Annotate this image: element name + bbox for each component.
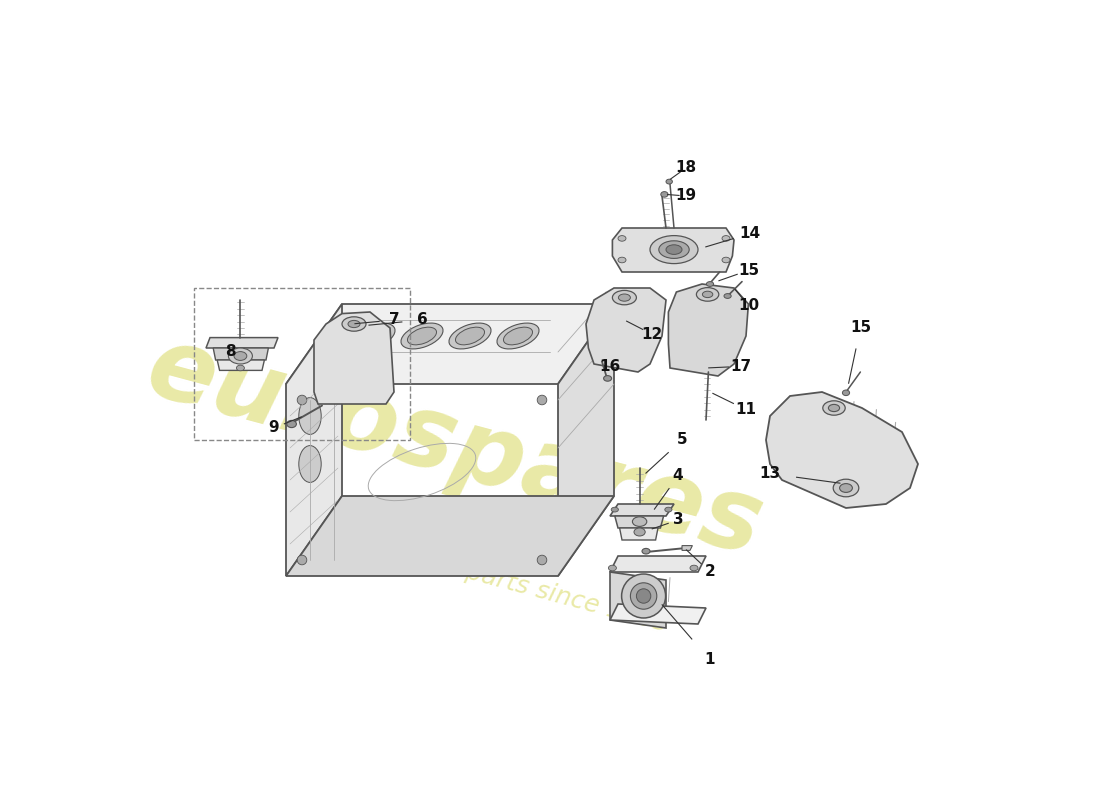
Polygon shape <box>610 556 706 572</box>
Ellipse shape <box>722 236 730 242</box>
Polygon shape <box>610 504 674 516</box>
Text: 2: 2 <box>705 565 715 579</box>
Polygon shape <box>286 496 614 576</box>
Ellipse shape <box>823 401 845 415</box>
Polygon shape <box>586 288 666 372</box>
Ellipse shape <box>666 179 672 184</box>
Ellipse shape <box>353 323 395 349</box>
Ellipse shape <box>621 574 665 618</box>
Text: 13: 13 <box>759 466 781 481</box>
Text: 11: 11 <box>736 402 757 417</box>
Ellipse shape <box>342 317 366 331</box>
Ellipse shape <box>642 549 650 554</box>
Text: 19: 19 <box>675 189 696 203</box>
Ellipse shape <box>724 294 732 298</box>
Text: eurospares: eurospares <box>136 319 772 577</box>
Text: 14: 14 <box>739 226 760 241</box>
Polygon shape <box>669 284 748 376</box>
Polygon shape <box>682 546 692 550</box>
Text: 10: 10 <box>738 298 759 313</box>
Text: 4: 4 <box>673 469 683 483</box>
Ellipse shape <box>504 327 532 345</box>
Ellipse shape <box>839 483 853 492</box>
Ellipse shape <box>229 348 252 364</box>
Ellipse shape <box>297 555 307 565</box>
Text: 6: 6 <box>417 313 428 327</box>
Ellipse shape <box>618 294 630 302</box>
Ellipse shape <box>630 582 657 610</box>
Polygon shape <box>217 360 264 370</box>
Ellipse shape <box>666 245 682 254</box>
Text: 16: 16 <box>600 359 620 374</box>
Text: 9: 9 <box>268 421 279 435</box>
Ellipse shape <box>637 589 651 603</box>
Ellipse shape <box>664 507 672 512</box>
Polygon shape <box>213 348 268 360</box>
Polygon shape <box>766 392 918 508</box>
Polygon shape <box>610 604 706 624</box>
Polygon shape <box>314 312 394 404</box>
Ellipse shape <box>706 282 714 286</box>
Ellipse shape <box>299 446 321 482</box>
Ellipse shape <box>634 528 646 536</box>
Polygon shape <box>615 516 663 528</box>
Text: 12: 12 <box>641 327 663 342</box>
Ellipse shape <box>703 291 713 298</box>
Ellipse shape <box>833 479 859 497</box>
Ellipse shape <box>287 421 296 427</box>
Polygon shape <box>558 304 614 576</box>
Text: 15: 15 <box>850 321 871 335</box>
Ellipse shape <box>449 323 491 349</box>
Ellipse shape <box>696 287 718 301</box>
Polygon shape <box>613 228 734 272</box>
Ellipse shape <box>407 327 437 345</box>
Text: 8: 8 <box>224 345 235 359</box>
Ellipse shape <box>659 241 690 258</box>
Text: 17: 17 <box>729 359 751 374</box>
Ellipse shape <box>618 236 626 242</box>
Ellipse shape <box>828 404 839 411</box>
Polygon shape <box>286 304 614 384</box>
Ellipse shape <box>650 235 699 264</box>
Ellipse shape <box>661 191 668 197</box>
Polygon shape <box>206 338 278 348</box>
Text: 1: 1 <box>705 653 715 667</box>
Ellipse shape <box>843 390 849 396</box>
Polygon shape <box>619 528 658 540</box>
Ellipse shape <box>604 375 612 381</box>
Ellipse shape <box>632 517 647 526</box>
Ellipse shape <box>613 290 637 305</box>
Text: 7: 7 <box>388 313 399 327</box>
Text: 3: 3 <box>673 513 683 527</box>
Ellipse shape <box>299 398 321 434</box>
Ellipse shape <box>360 327 388 345</box>
Ellipse shape <box>537 395 547 405</box>
Text: 5: 5 <box>676 433 688 447</box>
Ellipse shape <box>618 258 626 262</box>
Ellipse shape <box>297 395 307 405</box>
Ellipse shape <box>537 555 547 565</box>
Ellipse shape <box>690 565 698 571</box>
Ellipse shape <box>612 507 618 512</box>
Ellipse shape <box>722 258 730 262</box>
Ellipse shape <box>497 323 539 349</box>
Text: 18: 18 <box>675 161 696 175</box>
Ellipse shape <box>348 320 360 328</box>
Ellipse shape <box>608 565 616 571</box>
Ellipse shape <box>234 351 246 360</box>
Ellipse shape <box>455 327 484 345</box>
Text: 15: 15 <box>738 263 759 278</box>
Polygon shape <box>610 572 665 628</box>
Ellipse shape <box>402 323 443 349</box>
Text: a passion for parts since 1985: a passion for parts since 1985 <box>300 515 671 637</box>
Ellipse shape <box>236 365 244 371</box>
Polygon shape <box>286 304 342 576</box>
